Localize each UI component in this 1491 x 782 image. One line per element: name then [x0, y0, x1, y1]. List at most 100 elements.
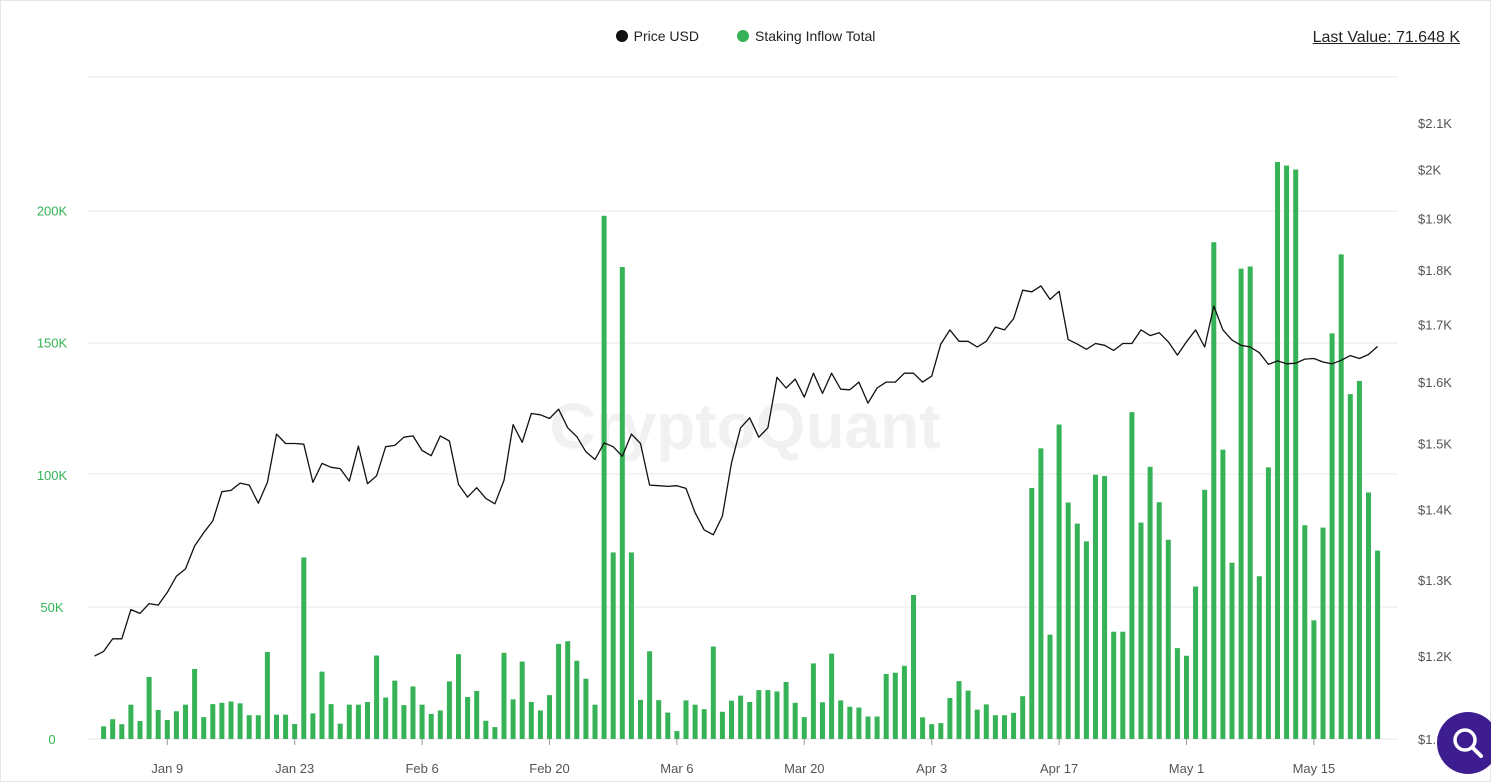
- inflow-bar: [492, 727, 498, 739]
- inflow-bar: [319, 671, 325, 739]
- inflow-bar: [1202, 489, 1208, 739]
- x-axis-tick-label: Mar 6: [660, 761, 693, 776]
- inflow-bar: [137, 721, 143, 739]
- inflow-bar: [1311, 620, 1317, 739]
- inflow-bar: [1002, 715, 1007, 739]
- inflow-bar: [537, 710, 543, 739]
- left-axis-tick-label: 100K: [37, 468, 68, 483]
- inflow-bar: [792, 702, 798, 739]
- inflow-bar: [965, 690, 971, 739]
- inflow-bar: [738, 695, 744, 739]
- inflow-bar: [665, 712, 671, 739]
- inflow-bar: [574, 660, 580, 739]
- inflow-bar: [1247, 266, 1253, 739]
- inflow-bar: [164, 719, 170, 739]
- right-axis-tick-label: $1.7K: [1418, 317, 1452, 332]
- inflow-bar: [128, 704, 134, 739]
- inflow-bar: [1138, 522, 1144, 739]
- inflow-bar: [310, 713, 316, 739]
- inflow-bar: [510, 699, 516, 739]
- inflow-bar: [1275, 162, 1280, 739]
- inflow-bar: [1293, 169, 1299, 739]
- inflow-bar: [1329, 333, 1335, 739]
- inflow-bar: [801, 717, 807, 739]
- inflow-bar: [901, 665, 907, 739]
- inflow-bar: [1366, 492, 1371, 739]
- inflow-bar: [756, 690, 762, 739]
- inflow-bar: [1211, 242, 1217, 739]
- inflow-bar: [1038, 448, 1044, 739]
- inflow-bar: [528, 702, 534, 739]
- inflow-bar: [1147, 466, 1153, 739]
- inflow-bar: [1302, 525, 1308, 739]
- left-axis-tick-label: 200K: [37, 204, 68, 219]
- legend: Price USD Staking Inflow Total: [0, 28, 1491, 44]
- inflow-bar: [292, 723, 298, 739]
- price-line: [94, 285, 1379, 657]
- inflow-bar: [883, 673, 889, 739]
- inflow-bar: [501, 652, 507, 739]
- inflow-bar: [1229, 562, 1235, 739]
- inflow-bar: [1174, 648, 1180, 739]
- inflow-bar: [146, 676, 152, 739]
- inflow-bar: [929, 724, 935, 739]
- inflow-bar: [155, 709, 161, 739]
- inflow-bar: [383, 697, 389, 739]
- inflow-bar: [847, 706, 853, 739]
- inflow-bar: [1356, 380, 1362, 739]
- x-axis-tick-label: Jan 23: [275, 761, 314, 776]
- inflow-bar: [101, 726, 107, 739]
- inflow-bar: [638, 699, 643, 739]
- inflow-bar: [428, 713, 434, 739]
- inflow-bar: [274, 714, 279, 739]
- inflow-bar: [592, 704, 598, 739]
- inflow-bar: [829, 653, 835, 739]
- price-legend-dot: [615, 30, 628, 42]
- watermark-text: CryptoQuant: [549, 390, 940, 462]
- inflow-bar: [547, 695, 552, 739]
- legend-item-price[interactable]: Price USD: [615, 28, 699, 44]
- inflow-bar: [474, 690, 480, 739]
- inflow-bar: [1093, 474, 1098, 739]
- right-axis-tick-label: $1.6K: [1418, 375, 1452, 390]
- inflow-bar: [446, 681, 452, 739]
- x-axis-tick-label: Jan 9: [151, 761, 183, 776]
- left-axis-tick-label: 150K: [37, 336, 68, 351]
- inflow-bar: [647, 651, 653, 739]
- inflow-bar: [365, 702, 370, 739]
- inflow-bar: [456, 654, 461, 739]
- inflow-bar: [437, 710, 443, 739]
- inflow-bar: [410, 686, 416, 739]
- inflow-bar: [419, 704, 425, 739]
- inflow-bar: [747, 702, 753, 739]
- inflow-bar: [1156, 502, 1162, 739]
- x-axis-tick-label: Feb 20: [529, 761, 569, 776]
- last-value-readout: Last Value: 71.648 K: [1312, 29, 1460, 46]
- x-axis-tick-label: May 1: [1169, 761, 1204, 776]
- inflow-bar: [1256, 576, 1262, 739]
- inflow-bar: [601, 215, 607, 739]
- inflow-bar: [1284, 165, 1290, 739]
- legend-item-inflow[interactable]: Staking Inflow Total: [736, 28, 875, 44]
- inflow-bar: [947, 698, 953, 739]
- inflow-bar: [974, 709, 980, 739]
- inflow-bar: [1238, 268, 1244, 739]
- inflow-bar: [283, 714, 289, 739]
- inflow-bar: [1320, 527, 1326, 739]
- inflow-bar: [228, 701, 234, 739]
- inflow-bar: [192, 668, 198, 739]
- inflow-bar: [992, 715, 998, 739]
- search-button[interactable]: [1437, 712, 1491, 774]
- inflow-bar: [355, 704, 361, 739]
- inflow-bar: [774, 691, 780, 739]
- right-axis-tick-label: $1.4K: [1418, 502, 1452, 517]
- inflow-bar: [401, 705, 407, 739]
- right-axis-tick-label: $2K: [1418, 162, 1441, 177]
- inflow-bar: [301, 557, 307, 739]
- inflow-bar: [1120, 631, 1126, 739]
- right-axis-tick-label: $1.8K: [1418, 263, 1452, 278]
- x-axis-tick-label: Mar 20: [784, 761, 824, 776]
- left-axis-tick-label: 0: [48, 732, 55, 747]
- inflow-bar: [1338, 254, 1344, 740]
- inflow-bar: [264, 652, 270, 739]
